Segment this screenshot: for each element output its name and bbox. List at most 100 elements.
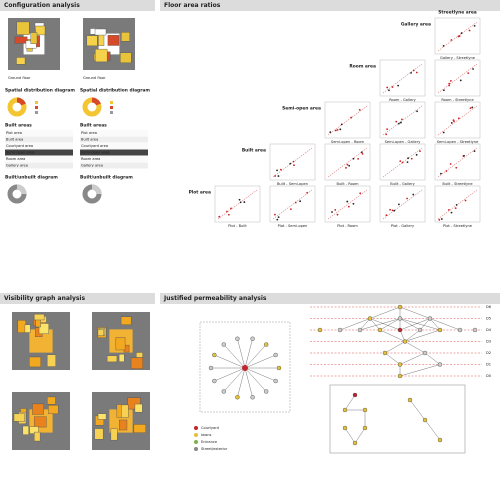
table-row-label: Semi-open area (6, 151, 34, 155)
node (397, 373, 403, 379)
node (362, 407, 368, 413)
scatter-dot (243, 201, 246, 203)
scatter-dot (448, 84, 451, 87)
legend-label: Courtyard (201, 426, 219, 430)
node (422, 350, 428, 356)
plan-room (34, 431, 41, 442)
depth-label: D0 (486, 374, 492, 378)
legend-label: Iwans (201, 433, 211, 437)
edge (214, 367, 246, 382)
plan-room (22, 425, 29, 435)
depth-label: D4 (486, 328, 492, 332)
scatter-frame (434, 143, 481, 181)
node (397, 316, 403, 321)
scatter-dot (274, 213, 276, 216)
node (337, 327, 343, 333)
depth-label: D2 (486, 351, 491, 355)
panel-title: Justified permeability analysis (163, 295, 267, 302)
scatter-dot (276, 169, 278, 172)
scatter-dot (445, 170, 448, 172)
node (235, 395, 240, 400)
node (437, 327, 443, 333)
plan-room (38, 323, 49, 334)
plan-room (97, 413, 107, 420)
scatter-dot (385, 133, 388, 136)
node (242, 365, 248, 371)
plan-room (46, 354, 56, 367)
node (263, 342, 269, 347)
table-row-label: Gallery area (81, 164, 103, 168)
node (317, 327, 323, 333)
scatter-dot (329, 131, 332, 134)
depth-label: D6 (486, 305, 492, 309)
table-row (80, 143, 148, 149)
plan-room (30, 32, 38, 44)
row-label: Built area (242, 148, 266, 154)
edge (419, 318, 431, 331)
scatter-frame (269, 143, 316, 181)
plan-room (94, 28, 107, 36)
scatter-frame (269, 185, 316, 223)
scatter-dot (292, 160, 295, 163)
scatter-dot (289, 162, 292, 165)
edge (237, 338, 246, 369)
node (397, 304, 403, 310)
node (250, 395, 255, 400)
edge (384, 352, 401, 365)
scatter-dot (410, 157, 413, 160)
edge (214, 354, 246, 369)
node (250, 336, 255, 341)
table-row (80, 136, 148, 143)
scatter-dot (448, 209, 450, 211)
scatter-dot (391, 209, 394, 212)
edge (399, 318, 441, 331)
scatter-dot (398, 203, 400, 206)
scatter-dot (293, 164, 295, 167)
scatter-dot (457, 117, 460, 120)
header-bar (0, 0, 155, 11)
scatter-dot (389, 208, 391, 211)
scatter-dot (415, 153, 418, 156)
scatter-dot (412, 193, 415, 196)
scatter-dot (412, 69, 415, 72)
donut-part (16, 97, 26, 106)
scatter-dot (386, 128, 389, 130)
edge (429, 318, 461, 331)
scatter-dot (360, 151, 363, 154)
legend-marker (194, 433, 198, 437)
plot-label: Plot - Streetlyne (443, 224, 473, 228)
trend-line (382, 105, 423, 136)
plan-room (86, 35, 98, 47)
node (437, 362, 443, 367)
scatter-dot (358, 108, 361, 111)
scatter-dot (289, 208, 292, 211)
node (367, 316, 373, 321)
scatter-dot (467, 72, 470, 75)
scatter-frame (434, 17, 481, 55)
edge (244, 338, 253, 369)
plan-room (29, 356, 41, 368)
header-bar (160, 0, 500, 11)
plot-label: Room - Gallery (389, 98, 416, 102)
scatter-dot (227, 213, 230, 216)
scatter-frame (324, 143, 371, 181)
plan-room (17, 320, 27, 333)
scatter-dot (460, 32, 463, 35)
table-row (5, 162, 73, 169)
row-label: Plot area (189, 190, 211, 196)
scatter-dot (331, 211, 333, 213)
scatter-dot (401, 118, 403, 121)
node (352, 392, 358, 398)
plan-room (48, 405, 59, 414)
edge (244, 367, 276, 382)
plan-room (16, 21, 30, 35)
legend-label: Entrance (201, 440, 218, 444)
scatter-frame (434, 185, 481, 223)
node (273, 378, 278, 384)
node (221, 389, 227, 394)
edge (339, 318, 371, 331)
header-bar (0, 293, 155, 304)
scatter-frame (324, 101, 371, 139)
node (402, 339, 408, 344)
edge (399, 318, 421, 331)
